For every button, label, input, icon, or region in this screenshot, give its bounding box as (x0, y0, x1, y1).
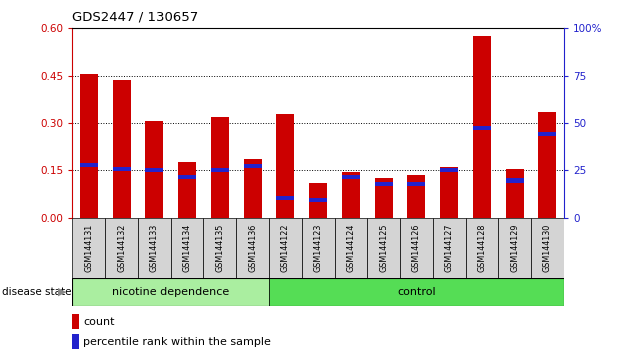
Bar (72, 314, 79, 329)
Bar (72, 218, 105, 278)
Text: GSM144131: GSM144131 (84, 224, 93, 272)
Bar (277, 196, 294, 200)
Text: control: control (397, 287, 436, 297)
Bar (531, 218, 564, 278)
Bar (72, 278, 269, 306)
Text: count: count (83, 318, 115, 327)
Bar (171, 218, 203, 278)
Bar (506, 169, 524, 218)
Text: GSM144135: GSM144135 (215, 224, 224, 272)
Text: percentile rank within the sample: percentile rank within the sample (83, 337, 271, 347)
Bar (342, 172, 360, 218)
Bar (277, 114, 294, 218)
Text: GSM144130: GSM144130 (543, 224, 552, 272)
Bar (269, 278, 564, 306)
Bar (244, 159, 261, 218)
Bar (178, 162, 196, 218)
Bar (473, 36, 491, 218)
Text: disease state: disease state (2, 287, 71, 297)
Bar (269, 218, 302, 278)
Bar (146, 121, 163, 218)
Bar (440, 167, 458, 218)
Bar (105, 218, 138, 278)
Bar (302, 218, 335, 278)
Bar (236, 218, 269, 278)
Text: GDS2447 / 130657: GDS2447 / 130657 (72, 11, 198, 24)
Bar (506, 178, 524, 183)
Bar (466, 218, 498, 278)
Bar (539, 112, 556, 218)
Bar (244, 164, 261, 168)
Text: GSM144122: GSM144122 (281, 223, 290, 272)
Text: GSM144136: GSM144136 (248, 224, 257, 272)
Text: GSM144128: GSM144128 (478, 224, 486, 272)
Bar (342, 175, 360, 179)
Text: GSM144127: GSM144127 (445, 223, 454, 272)
Text: GSM144129: GSM144129 (510, 223, 519, 272)
Bar (408, 182, 425, 185)
Bar (400, 218, 433, 278)
Text: GSM144126: GSM144126 (412, 224, 421, 272)
Bar (498, 218, 531, 278)
Bar (309, 198, 327, 202)
Text: GSM144133: GSM144133 (150, 224, 159, 272)
Bar (539, 132, 556, 136)
Text: GSM144125: GSM144125 (379, 223, 388, 272)
Bar (211, 117, 229, 218)
Bar (309, 183, 327, 218)
Bar (203, 218, 236, 278)
Bar (375, 178, 392, 218)
Bar (113, 167, 130, 171)
Bar (473, 126, 491, 130)
Bar (408, 175, 425, 218)
Bar (72, 334, 79, 348)
Bar (211, 168, 229, 172)
Bar (80, 162, 98, 167)
Text: GSM144124: GSM144124 (346, 224, 355, 272)
Bar (146, 168, 163, 172)
Text: nicotine dependence: nicotine dependence (112, 287, 229, 297)
Bar (178, 175, 196, 179)
Text: GSM144132: GSM144132 (117, 224, 126, 272)
Bar (335, 218, 367, 278)
Bar (113, 80, 130, 218)
Bar (440, 168, 458, 172)
Bar (367, 218, 400, 278)
Text: GSM144134: GSM144134 (183, 224, 192, 272)
Bar (433, 218, 466, 278)
Text: GSM144123: GSM144123 (314, 224, 323, 272)
Bar (138, 218, 171, 278)
Bar (80, 74, 98, 218)
Bar (375, 182, 392, 185)
Text: ▶: ▶ (58, 287, 66, 297)
